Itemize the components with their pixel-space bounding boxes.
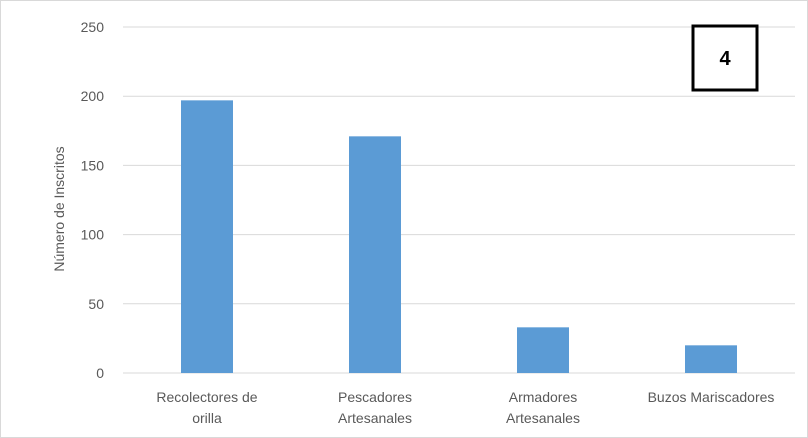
annotation-badge-box <box>691 24 759 92</box>
category-labels: Recolectores de orilla Pescadores Artesanal… <box>156 389 774 426</box>
annotation-badge: 4 <box>691 24 759 92</box>
y-tick-label: 50 <box>88 296 104 312</box>
y-tick-label: 0 <box>96 365 104 381</box>
bar <box>181 100 233 374</box>
y-tick-label: 250 <box>81 19 105 35</box>
y-axis-title: Número de Inscritos <box>51 146 67 271</box>
y-tick-label: 200 <box>81 88 105 104</box>
bars <box>181 100 737 374</box>
y-tick-label: 100 <box>81 227 105 243</box>
gridlines <box>123 26 795 374</box>
bar <box>517 327 569 373</box>
bar <box>349 136 401 373</box>
x-category-label: Pescadores Artesanales <box>338 389 412 426</box>
x-category-label: Armadores Artesanales <box>506 389 580 426</box>
x-category-label: Buzos Mariscadores <box>648 389 775 405</box>
y-tick-labels: 0 50 100 150 200 250 <box>81 19 105 381</box>
bar <box>685 345 737 373</box>
y-tick-label: 150 <box>81 157 105 173</box>
annotation-badge-text: 4 <box>719 48 731 70</box>
x-category-label: Recolectores de orilla <box>156 389 257 426</box>
